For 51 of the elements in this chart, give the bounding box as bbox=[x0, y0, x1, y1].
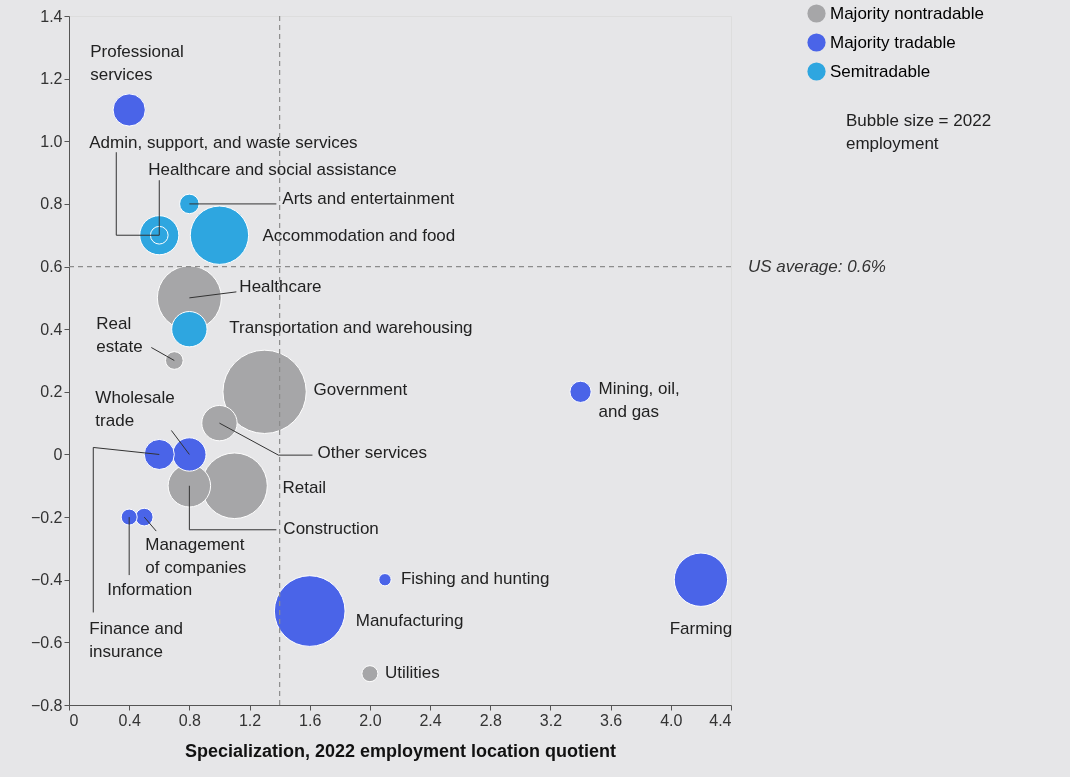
y-tick-label: 0.2 bbox=[40, 383, 63, 401]
y-tick-label: 0.6 bbox=[40, 258, 63, 276]
annotation: Professional services bbox=[90, 41, 184, 84]
annotation: Finance and insurance bbox=[89, 619, 183, 662]
annotation: Retail bbox=[282, 477, 326, 497]
x-tick-label: 1.6 bbox=[299, 711, 322, 729]
y-tick-label: 1.2 bbox=[40, 70, 63, 88]
x-tick-label: 3.6 bbox=[600, 711, 623, 729]
y-tick-label: 1.0 bbox=[40, 132, 63, 150]
annotation: Utilities bbox=[384, 662, 440, 682]
annotation: Wholesale trade bbox=[95, 388, 175, 431]
legend-label: Majority tradable bbox=[830, 32, 956, 52]
legend-label: Semitradable bbox=[830, 61, 931, 81]
y-tick-label: −0.2 bbox=[30, 508, 63, 526]
x-tick-label: 0.8 bbox=[178, 711, 202, 729]
annotation: Manufacturing bbox=[355, 611, 464, 631]
annotation: Other services bbox=[317, 443, 428, 463]
annotation: Admin, support, and waste services bbox=[89, 133, 358, 153]
y-tick-label: −0.6 bbox=[30, 633, 63, 651]
annotation: Fishing and hunting bbox=[400, 568, 550, 588]
x-tick-label: 2.8 bbox=[479, 711, 502, 729]
annotation: Real estate bbox=[96, 313, 143, 356]
annotation: Construction bbox=[283, 518, 379, 538]
text: Bubble size = 2022 employment bbox=[846, 111, 992, 153]
annotation: Accommodation and food bbox=[262, 226, 456, 246]
y-tick-label: 0 bbox=[53, 445, 63, 463]
ref-line-label: US average: 0.6% bbox=[748, 256, 886, 276]
y-tick-label: −0.4 bbox=[30, 571, 63, 589]
y-tick-label: 0.4 bbox=[40, 320, 63, 338]
annotation: Management of companies bbox=[145, 535, 247, 578]
y-tick-label: 1.4 bbox=[40, 7, 63, 25]
x-tick-label: 3.2 bbox=[539, 711, 563, 729]
y-tick-label: −0.8 bbox=[30, 696, 63, 714]
x-tick-label: 0.4 bbox=[118, 711, 141, 729]
annotation: Farming bbox=[669, 618, 733, 638]
x-tick-label: 2.0 bbox=[359, 711, 382, 729]
annotation: Government bbox=[313, 379, 408, 399]
annotation: Healthcare bbox=[239, 276, 322, 296]
annotation: Information bbox=[107, 580, 193, 600]
x-tick-label: 1.2 bbox=[238, 711, 262, 729]
annotation: Healthcare and social assistance bbox=[148, 160, 397, 180]
annotation: Arts and entertainment bbox=[282, 188, 455, 208]
y-tick-label: 0.8 bbox=[40, 195, 63, 213]
x-tick-label: 4.4 bbox=[709, 711, 732, 729]
legend-label: Majority nontradable bbox=[830, 3, 985, 23]
annotation: Transportation and warehousing bbox=[229, 318, 473, 338]
x-tick-label: 4.0 bbox=[660, 711, 683, 729]
x-axis-title: Specialization, 2022 employment location quotient bbox=[184, 740, 617, 761]
x-tick-label: 2.4 bbox=[419, 711, 442, 729]
annotation: Mining, oil, and gas bbox=[598, 378, 680, 421]
x-tick-label: 0 bbox=[69, 711, 79, 729]
